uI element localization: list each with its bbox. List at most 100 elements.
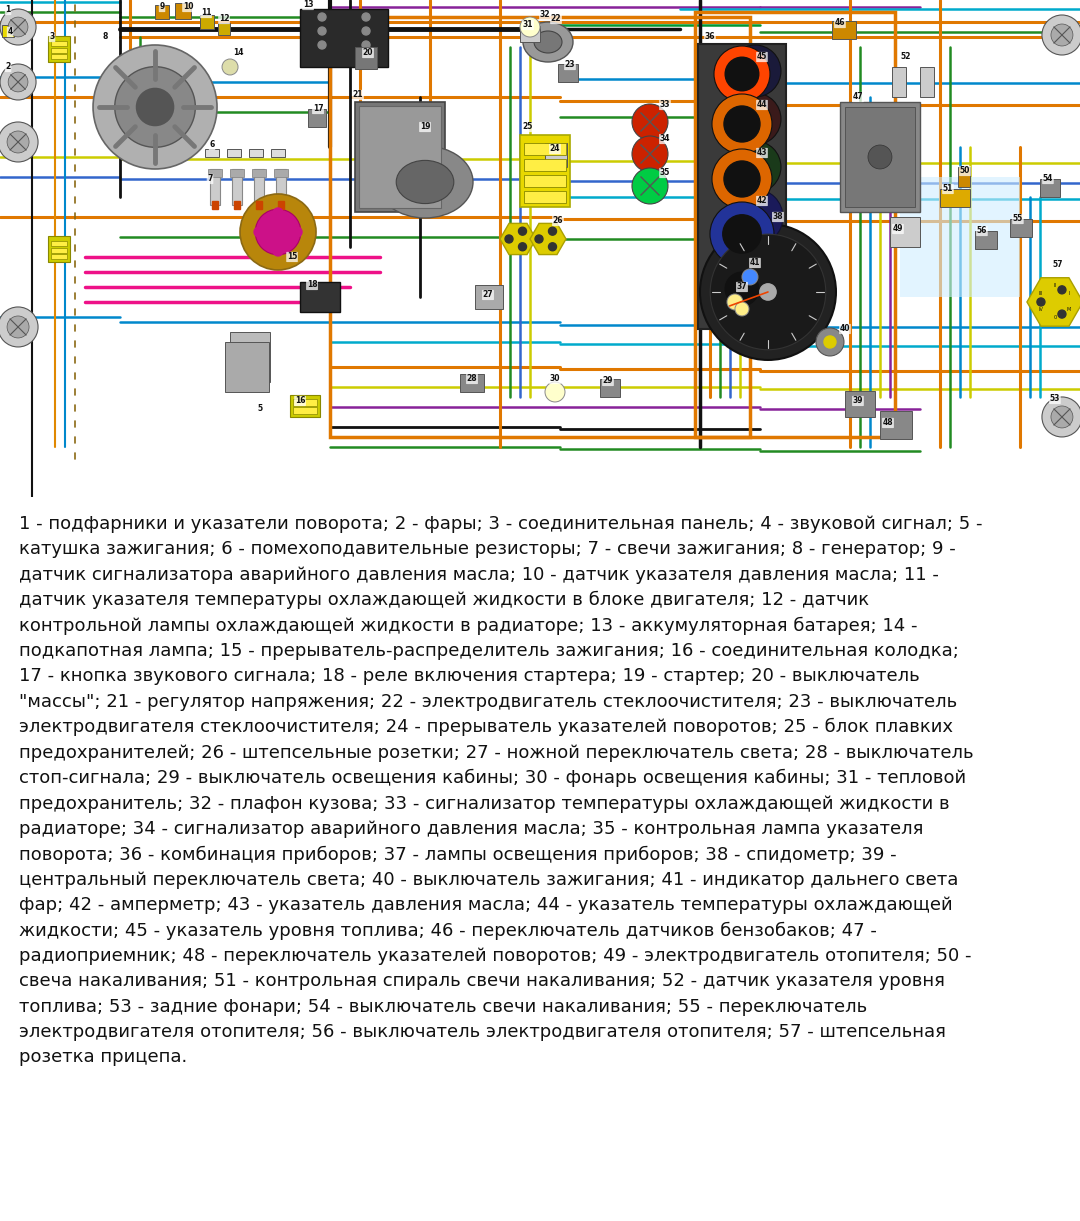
Circle shape [711,234,826,349]
Circle shape [318,27,326,35]
Text: 32: 32 [540,11,550,20]
Circle shape [222,59,238,74]
Text: 21: 21 [353,90,363,99]
Text: 43: 43 [757,149,767,158]
Bar [558,63,578,82]
Text: 46: 46 [835,18,846,28]
Circle shape [8,131,29,153]
Text: 28: 28 [467,375,477,383]
Circle shape [632,136,669,172]
Bar [249,149,264,158]
Bar [524,190,566,203]
Text: 30: 30 [550,375,561,383]
Bar [524,175,566,187]
Text: 10: 10 [183,2,193,11]
Bar [600,379,620,397]
Text: 54: 54 [1043,175,1053,183]
Bar [274,168,288,177]
Bar [696,12,895,437]
Circle shape [505,234,513,243]
Ellipse shape [396,160,454,204]
Text: 19: 19 [420,122,430,132]
Bar [212,201,218,209]
Bar [900,177,1020,297]
Circle shape [549,227,556,236]
Bar [51,254,67,259]
Circle shape [700,223,836,360]
Circle shape [535,234,543,243]
Bar [48,236,70,263]
Circle shape [362,42,370,49]
Bar [175,2,191,20]
Text: 7: 7 [207,175,213,183]
Circle shape [760,283,777,300]
Text: 38: 38 [772,212,783,221]
Circle shape [362,27,370,35]
Bar [920,67,934,96]
Circle shape [727,294,743,310]
Circle shape [0,9,36,45]
Circle shape [0,122,38,162]
Text: 12: 12 [219,15,229,23]
Text: 35: 35 [660,168,671,177]
Text: 15: 15 [287,253,297,261]
Polygon shape [1027,277,1080,326]
Bar [51,248,67,253]
Ellipse shape [523,22,573,62]
Circle shape [318,13,326,21]
Circle shape [318,42,326,49]
Text: 11: 11 [201,9,212,17]
Circle shape [9,72,28,92]
Text: 2: 2 [5,62,11,72]
Text: 53: 53 [1050,394,1061,403]
Text: 52: 52 [901,53,912,61]
Bar [1010,219,1032,237]
Text: 16: 16 [295,397,306,405]
Circle shape [0,63,36,100]
Circle shape [255,209,301,255]
Bar [51,42,67,46]
Circle shape [723,215,761,253]
Bar [832,21,856,39]
Bar [51,48,67,53]
Bar [210,168,220,205]
Bar [51,54,67,59]
Circle shape [712,94,772,154]
Text: 20: 20 [363,49,374,57]
Text: IV: IV [1039,308,1043,313]
Circle shape [868,145,892,168]
Text: 9: 9 [160,2,164,11]
Bar [208,168,222,177]
Text: 1: 1 [5,6,11,15]
Circle shape [549,243,556,250]
Text: 17: 17 [313,105,323,114]
Bar [300,282,340,313]
Bar [940,189,970,208]
Bar [1040,179,1059,197]
Circle shape [816,328,843,357]
Bar [156,5,170,20]
Bar [840,103,920,212]
Circle shape [710,201,774,266]
Circle shape [1051,405,1072,427]
Circle shape [727,189,783,245]
Text: 8: 8 [103,33,108,42]
Circle shape [136,88,174,126]
Text: 29: 29 [603,376,613,386]
Circle shape [1037,298,1045,306]
Circle shape [632,104,669,140]
Circle shape [714,46,770,103]
Text: 41: 41 [750,259,760,267]
Text: 14: 14 [233,49,243,57]
Text: 42: 42 [757,197,767,205]
Circle shape [1042,15,1080,55]
Bar [475,284,503,309]
Bar [234,201,240,209]
Text: 47: 47 [852,93,863,101]
Text: 36: 36 [705,33,715,42]
Bar [293,407,318,414]
Text: 23: 23 [565,61,576,70]
Text: 56: 56 [976,226,987,236]
Circle shape [0,306,38,347]
Circle shape [1051,24,1072,46]
